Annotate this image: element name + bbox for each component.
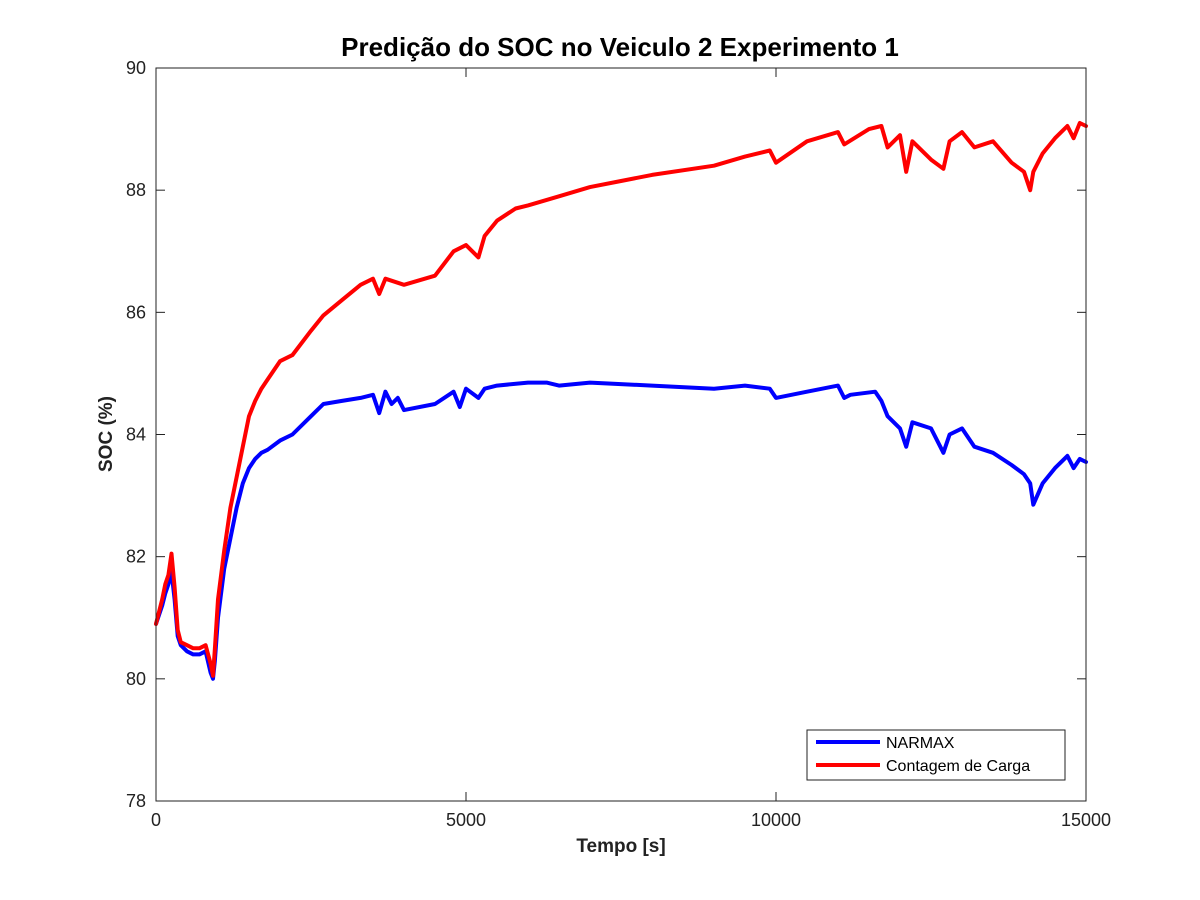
plot-area-frame [155,67,1087,802]
x-axis-ticks: 0 5000 10000 15000 [151,68,1111,830]
legend: NARMAX Contagem de Carga [806,729,1066,781]
chart-title: Predição do SOC no Veiculo 2 Experimento… [341,32,899,62]
legend-label-narmax: NARMAX [886,735,955,752]
x-tick-label: 0 [151,810,161,830]
legend-label-contagem: Contagem de Carga [886,758,1030,775]
x-tick-label: 15000 [1061,810,1111,830]
legend-box [806,729,1066,781]
y-tick-label: 84 [126,425,146,445]
y-tick-label: 78 [126,791,146,811]
y-tick-label: 90 [126,58,146,78]
y-axis-ticks: 78 80 82 84 86 88 90 [126,58,1086,811]
y-tick-label: 88 [126,180,146,200]
x-axis-label: Tempo [s] [576,836,665,857]
y-tick-label: 86 [126,302,146,322]
x-tick-label: 5000 [446,810,486,830]
y-tick-label: 82 [126,547,146,567]
series-line-narmax [154,380,1088,681]
y-axis-label: SOC (%) [96,396,117,472]
y-tick-label: 80 [126,669,146,689]
x-tick-label: 10000 [751,810,801,830]
series-line-contagem-de-carga [154,121,1088,678]
series-layer [154,121,1088,681]
